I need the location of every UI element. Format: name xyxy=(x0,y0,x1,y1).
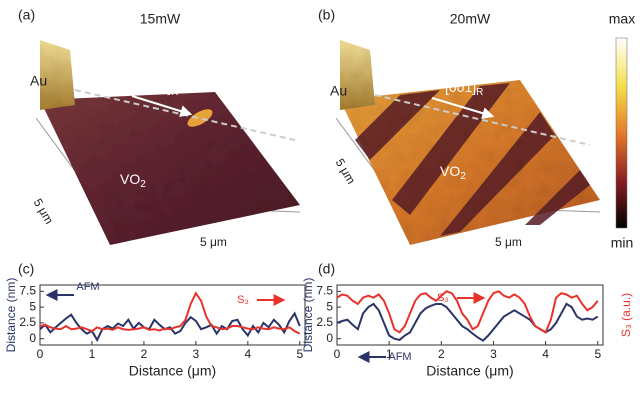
scale-x: 5 μm xyxy=(200,235,227,249)
material-sub: 2 xyxy=(140,179,146,190)
surface xyxy=(40,92,300,245)
stripes xyxy=(355,83,590,236)
direction-text: [001] xyxy=(140,79,171,95)
panel-title: 15mW xyxy=(140,11,181,27)
series-line xyxy=(39,291,301,335)
scale-y: 5 μm xyxy=(31,196,57,226)
panel-a: (a) 15mW Au [001]R VO2 5 μm 5 μm xyxy=(18,7,301,249)
material: VO2 xyxy=(120,171,146,190)
panel-title: 20mW xyxy=(450,11,491,27)
y-tick-label: 2.5 xyxy=(316,315,333,329)
au-label: Au xyxy=(330,83,347,99)
y-tick-label: 7.5 xyxy=(19,283,36,297)
panel-label: (b) xyxy=(318,7,335,23)
colorbar-max: max xyxy=(609,11,635,27)
panel-b: (b) 20mW Au [001]R VO2 5 μm 5 μm max min xyxy=(318,7,635,251)
x-tick-label: 2 xyxy=(438,347,445,361)
direction-sub: R xyxy=(476,87,483,98)
series-line xyxy=(336,290,599,334)
x-tick-label: 0 xyxy=(334,347,341,361)
x-tick-label: 1 xyxy=(386,347,393,361)
material-text: VO xyxy=(120,171,140,187)
y-axis-label: Distance (nm) xyxy=(4,278,18,353)
chart-label: (c) xyxy=(18,261,34,277)
y-axis-label: Distance (nm) xyxy=(301,278,315,353)
x-axis-label: Distance (μm) xyxy=(129,363,216,379)
series-line xyxy=(336,302,599,342)
legend-label: AFM xyxy=(388,351,411,363)
x-tick-label: 3 xyxy=(490,347,497,361)
y-tick-label: 5 xyxy=(326,299,333,313)
colorbar-min: min xyxy=(611,235,634,251)
y-tick-label: 0 xyxy=(326,331,333,345)
series-line xyxy=(39,311,301,343)
profile-line xyxy=(374,94,591,146)
plot-frame xyxy=(336,284,604,346)
y-tick-label: 0 xyxy=(29,331,36,345)
gold-region xyxy=(40,40,75,110)
hotspot xyxy=(187,109,213,127)
au-label: Au xyxy=(30,73,47,89)
chart-label: (d) xyxy=(318,261,335,277)
x-tick-label: 3 xyxy=(193,347,200,361)
x-tick-label: 2 xyxy=(141,347,148,361)
y2-axis-label: S₃ (a.u.) xyxy=(619,293,633,337)
direction: [001]R xyxy=(445,79,483,98)
x-tick-label: 5 xyxy=(296,347,303,361)
legend-label: S₃ xyxy=(437,292,449,304)
plot-frame xyxy=(39,284,306,346)
legend-label: AFM xyxy=(76,281,99,293)
x-tick-label: 5 xyxy=(594,347,601,361)
x-tick-label: 1 xyxy=(89,347,96,361)
x-tick-label: 4 xyxy=(542,347,549,361)
material-text: VO xyxy=(440,163,460,179)
x-axis-label: Distance (μm) xyxy=(426,363,513,379)
legend-label: S₃ xyxy=(237,294,249,306)
scale-x: 5 μm xyxy=(495,235,522,249)
gold-region xyxy=(340,40,375,110)
material-sub: 2 xyxy=(460,171,466,182)
material: VO2 xyxy=(440,163,466,182)
y-tick-label: 7.5 xyxy=(316,283,333,297)
direction-text: [001] xyxy=(445,79,476,95)
scale-y: 5 μm xyxy=(333,156,359,186)
arrow xyxy=(131,95,193,117)
panel-label: (a) xyxy=(18,7,35,23)
x-tick-label: 0 xyxy=(37,347,44,361)
y-tick-label: 2.5 xyxy=(19,315,36,329)
direction-sub: R xyxy=(171,87,178,98)
colorbar xyxy=(615,37,628,229)
arrow xyxy=(431,97,495,119)
direction: [001]R xyxy=(140,79,178,98)
y-tick-label: 5 xyxy=(29,299,36,313)
x-tick-label: 4 xyxy=(244,347,251,361)
